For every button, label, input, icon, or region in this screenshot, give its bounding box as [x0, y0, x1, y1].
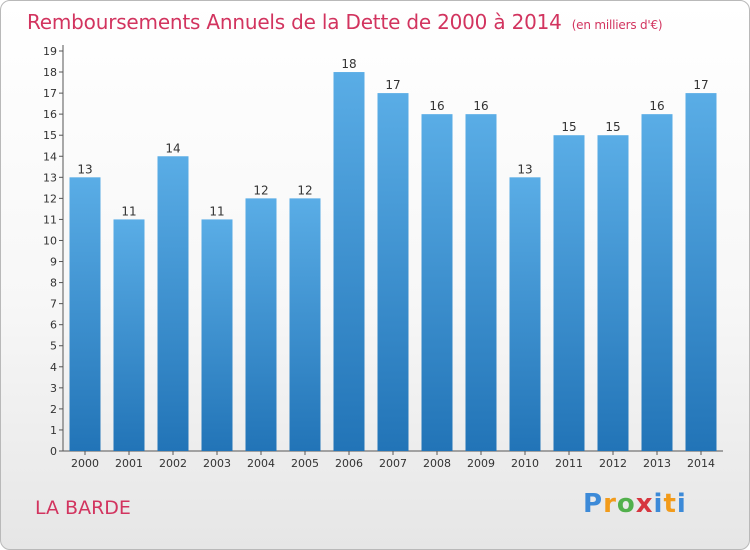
y-tick-label: 1: [50, 424, 57, 437]
chart-title: Remboursements Annuels de la Dette de 20…: [27, 10, 663, 34]
y-tick-label: 11: [43, 213, 57, 226]
y-tick-label: 2: [50, 403, 57, 416]
y-tick-label: 10: [43, 234, 57, 247]
x-tick-label: 2004: [247, 457, 275, 470]
x-tick-label: 2011: [555, 457, 583, 470]
bar-value-label: 16: [429, 99, 444, 113]
bar-value-label: 17: [693, 78, 708, 92]
y-tick-label: 0: [50, 445, 57, 458]
bar-value-label: 11: [121, 204, 136, 218]
bar-value-label: 12: [297, 183, 312, 197]
bar-value-label: 11: [209, 204, 224, 218]
y-tick-label: 12: [43, 192, 57, 205]
y-tick-label: 3: [50, 382, 57, 395]
bar-value-label: 16: [473, 99, 488, 113]
x-tick-label: 2009: [467, 457, 495, 470]
bar-value-label: 18: [341, 57, 356, 71]
x-tick-label: 2007: [379, 457, 407, 470]
x-tick-label: 2008: [423, 457, 451, 470]
bar: [245, 198, 277, 451]
bar: [69, 177, 101, 451]
x-tick-label: 2014: [687, 457, 715, 470]
bar: [465, 114, 497, 451]
y-tick-label: 19: [43, 45, 57, 58]
bar: [641, 114, 673, 451]
bar: [289, 198, 321, 451]
bar: [333, 72, 365, 451]
y-tick-label: 8: [50, 277, 57, 290]
bar-value-label: 12: [253, 183, 268, 197]
chart-title-text: Remboursements Annuels de la Dette de 20…: [27, 10, 562, 34]
x-tick-label: 2013: [643, 457, 671, 470]
bar: [553, 135, 585, 452]
bar: [685, 93, 717, 452]
x-tick-label: 2003: [203, 457, 231, 470]
y-tick-label: 15: [43, 129, 57, 142]
y-tick-label: 5: [50, 340, 57, 353]
x-tick-label: 2006: [335, 457, 363, 470]
bar-value-label: 17: [385, 78, 400, 92]
place-name: LA BARDE: [35, 497, 131, 519]
bar-value-label: 13: [517, 162, 532, 176]
bar: [201, 219, 233, 451]
x-tick-label: 2002: [159, 457, 187, 470]
y-tick-label: 7: [50, 298, 57, 311]
bar-value-label: 14: [165, 141, 180, 155]
bar-value-label: 16: [649, 99, 664, 113]
x-tick-label: 2012: [599, 457, 627, 470]
y-tick-label: 13: [43, 171, 57, 184]
bar-value-label: 13: [77, 162, 92, 176]
bar: [509, 177, 541, 451]
x-tick-label: 2005: [291, 457, 319, 470]
bar: [597, 135, 629, 452]
x-tick-label: 2001: [115, 457, 143, 470]
bar: [113, 219, 145, 451]
y-tick-label: 6: [50, 319, 57, 332]
x-tick-label: 2000: [71, 457, 99, 470]
y-tick-label: 18: [43, 66, 57, 79]
y-tick-label: 16: [43, 108, 57, 121]
bar: [377, 93, 409, 452]
y-tick-label: 9: [50, 256, 57, 269]
bar-value-label: 15: [561, 120, 576, 134]
bar: [157, 156, 189, 451]
x-tick-label: 2010: [511, 457, 539, 470]
unit-label: (en milliers d'€): [571, 18, 663, 32]
bar-value-label: 15: [605, 120, 620, 134]
proxiti-logo: Proxiti: [583, 489, 687, 519]
y-tick-label: 17: [43, 87, 57, 100]
y-tick-label: 4: [50, 361, 57, 374]
y-tick-label: 14: [43, 150, 57, 163]
bar: [421, 114, 453, 451]
